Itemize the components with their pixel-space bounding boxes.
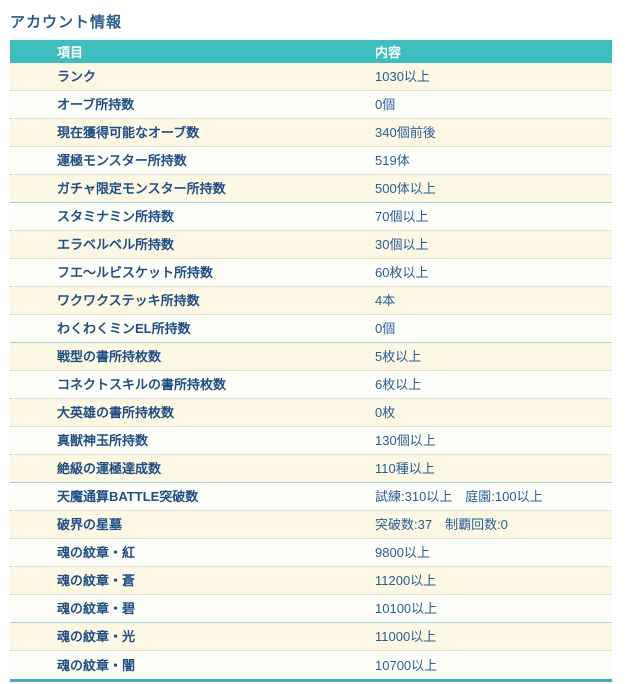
row-label: 魂の紋章・碧	[57, 602, 136, 615]
row-label: スタミナミン所持数	[57, 210, 175, 223]
row-value: 11200以上	[375, 574, 437, 587]
table-row: 魂の紋章・闇 10700以上	[10, 651, 612, 679]
row-value: 500体以上	[375, 182, 436, 195]
row-value: 1030以上	[375, 70, 430, 83]
row-label: 運極モンスター所持数	[57, 154, 187, 167]
table-row: 運極モンスター所持数 519体	[10, 147, 612, 175]
row-value: 30個以上	[375, 238, 429, 251]
row-value: 0個	[375, 322, 396, 335]
row-label: ガチャ限定モンスター所持数	[57, 182, 226, 195]
row-label: 戦型の書所持枚数	[57, 350, 162, 363]
table-row: ランク 1030以上	[10, 63, 612, 91]
row-label: 絶級の運極達成数	[57, 462, 162, 475]
row-label: ワクワクステッキ所持数	[57, 294, 200, 307]
row-value: 519体	[375, 154, 410, 167]
table-row: 絶級の運極達成数 110種以上	[10, 455, 612, 483]
table-row: コネクトスキルの書所持枚数 6枚以上	[10, 371, 612, 399]
row-value: 130個以上	[375, 434, 436, 447]
table-row: 戦型の書所持枚数 5枚以上	[10, 343, 612, 371]
row-label: 現在獲得可能なオーブ数	[57, 126, 200, 139]
row-value: 70個以上	[375, 210, 429, 223]
row-value: 突破数:37 制覇回数:0	[375, 518, 508, 531]
row-value: 9800以上	[375, 546, 430, 559]
table-row: ワクワクステッキ所持数 4本	[10, 287, 612, 315]
row-value: 110種以上	[375, 462, 435, 475]
row-label: オーブ所持数	[57, 98, 135, 111]
table-row: 真獣神玉所持数 130個以上	[10, 427, 612, 455]
table-row: 天魔通算BATTLE突破数 試練:310以上 庭園:100以上	[10, 483, 612, 511]
table-row: 大英雄の書所持枚数 0枚	[10, 399, 612, 427]
row-label: 大英雄の書所持枚数	[57, 406, 175, 419]
row-label: コネクトスキルの書所持枚数	[57, 378, 227, 391]
row-value: 0枚	[375, 406, 396, 419]
row-value: 11000以上	[375, 630, 437, 643]
row-label: エラベルベル所持数	[57, 238, 175, 251]
row-value: 340個前後	[375, 126, 436, 139]
row-label: 魂の紋章・紅	[57, 546, 136, 559]
row-value: 60枚以上	[375, 266, 429, 279]
row-label: 真獣神玉所持数	[57, 434, 149, 447]
row-value: 4本	[375, 294, 396, 307]
row-value: 試練:310以上 庭園:100以上	[375, 490, 543, 503]
row-label: 魂の紋章・光	[57, 630, 136, 643]
table-row: オーブ所持数 0個	[10, 91, 612, 119]
table-row: フエ～ルビスケット所持数 60枚以上	[10, 259, 612, 287]
table-row: ガチャ限定モンスター所持数 500体以上	[10, 175, 612, 203]
table-row: 現在獲得可能なオーブ数 340個前後	[10, 119, 612, 147]
row-label: 魂の紋章・蒼	[57, 574, 136, 587]
table-row: 魂の紋章・光 11000以上	[10, 623, 612, 651]
page-title: アカウント情報	[10, 14, 123, 31]
row-label: フエ～ルビスケット所持数	[57, 266, 214, 279]
table-row: スタミナミン所持数 70個以上	[10, 203, 612, 231]
table-header-item: 項目	[57, 45, 84, 60]
table-row: 魂の紋章・紅 9800以上	[10, 539, 612, 567]
row-value: 6枚以上	[375, 378, 422, 391]
table-row: エラベルベル所持数 30個以上	[10, 231, 612, 259]
table-row: わくわくミンEL所持数 0個	[10, 315, 612, 343]
row-label: わくわくミンEL所持数	[57, 322, 191, 335]
table-header-content: 内容	[375, 45, 402, 60]
account-info-table: 項目 内容 ランク 1030以上 オーブ所持数 0個 現在獲得可能なオーブ数 340個前後…	[10, 40, 612, 682]
table-row: 破界の星墓 突破数:37 制覇回数:0	[10, 511, 612, 539]
table-body: ランク 1030以上 オーブ所持数 0個 現在獲得可能なオーブ数 340個前後 運極モンスタ…	[10, 63, 612, 679]
row-label: 破界の星墓	[57, 518, 123, 531]
row-value: 0個	[375, 98, 396, 111]
row-value: 10100以上	[375, 602, 438, 615]
row-label: 魂の紋章・闇	[57, 658, 136, 672]
row-label: 天魔通算BATTLE突破数	[57, 490, 199, 503]
table-row: 魂の紋章・蒼 11200以上	[10, 567, 612, 595]
row-label: ランク	[57, 70, 97, 83]
row-value: 5枚以上	[375, 350, 422, 363]
table-row: 魂の紋章・碧 10100以上	[10, 595, 612, 623]
table-header-row: 項目 内容	[10, 40, 612, 63]
row-value: 10700以上	[375, 658, 438, 672]
